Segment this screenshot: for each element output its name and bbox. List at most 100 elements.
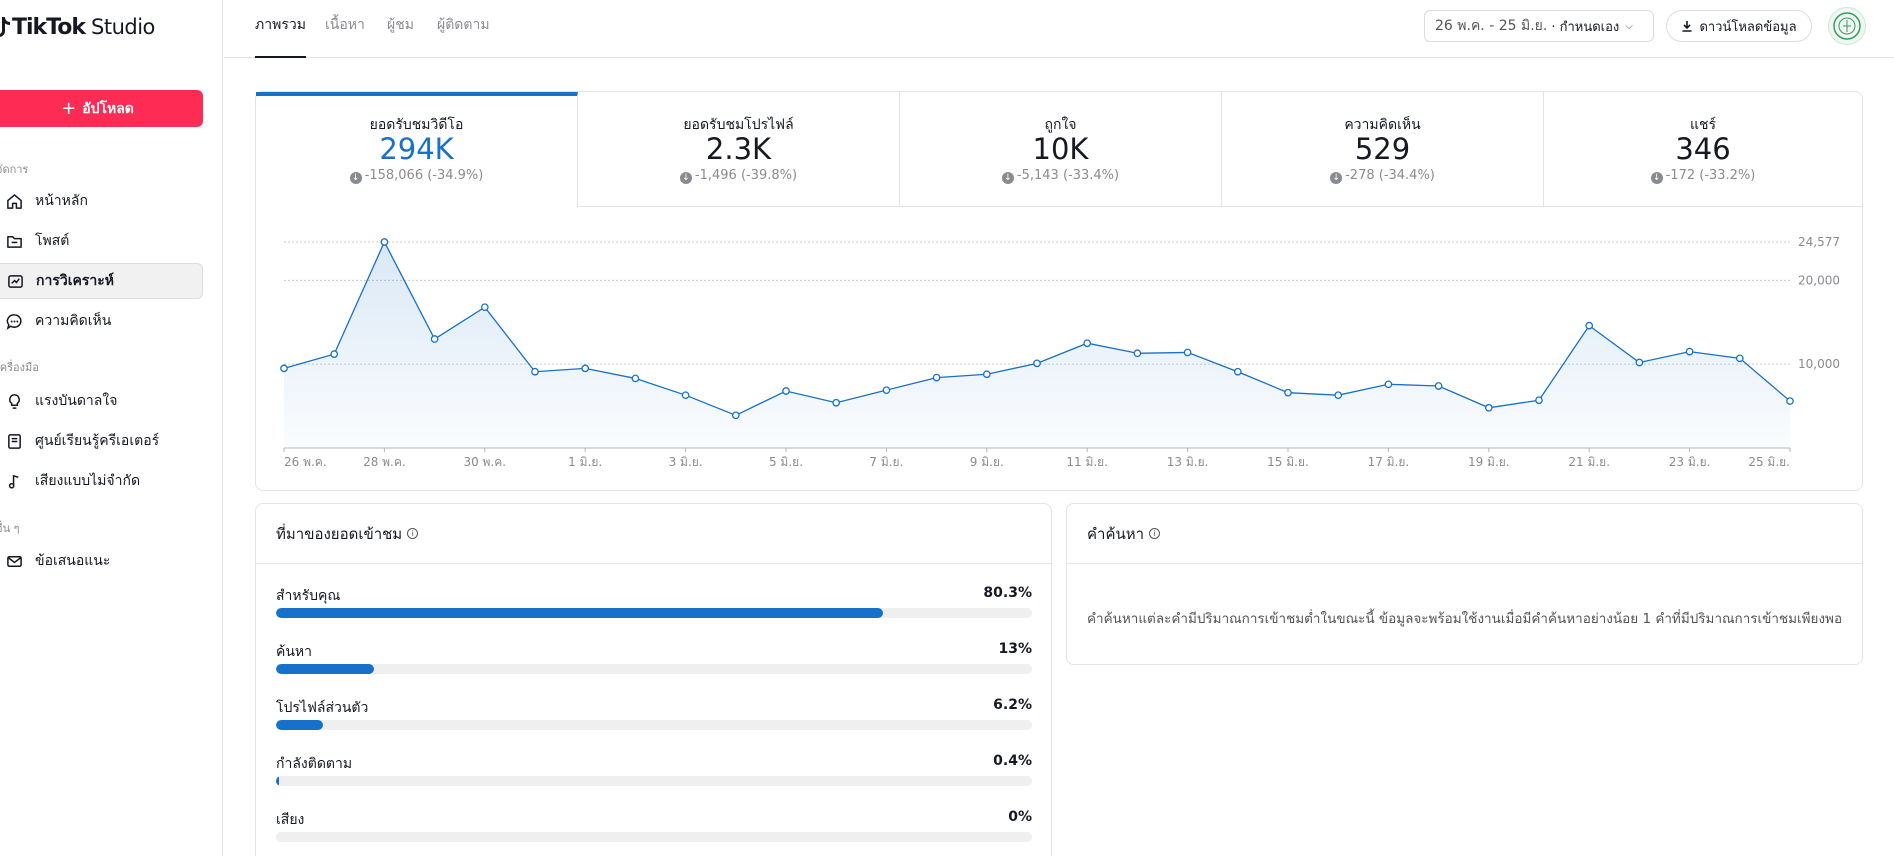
lightbulb-icon — [9, 393, 20, 409]
metric-value: 10K — [1032, 132, 1089, 166]
x-tick-label: 30 พ.ค. — [463, 455, 506, 469]
x-tick-label: 26 พ.ค. — [284, 455, 327, 469]
data-point — [1434, 382, 1443, 390]
data-point — [430, 335, 439, 343]
tiktok-studio-logo[interactable]: TikTok Studio — [0, 12, 155, 42]
data-point — [1284, 388, 1292, 397]
mail-icon — [7, 555, 22, 567]
info-icon[interactable]: i — [407, 528, 419, 539]
data-point — [1334, 391, 1343, 400]
y-tick-label: 24,577 — [1798, 235, 1840, 249]
data-point — [330, 350, 339, 358]
metric-shares[interactable]: แชร์ 346 ↓ -172 (-33.2%) — [1544, 92, 1862, 207]
profile-seal-icon — [1833, 12, 1861, 40]
y-tick-label: 20,000 — [1798, 273, 1840, 287]
home-icon — [7, 193, 22, 209]
data-point — [1133, 349, 1142, 358]
sidebar-item-label: โพสต์ — [35, 233, 70, 249]
data-point — [782, 387, 790, 395]
date-range-mode: · กำหนดเอง — [1551, 19, 1620, 35]
metric-video-views[interactable]: ยอดรับชมวิดีโอ 294K ↓ -158,066 (-34.9%) — [256, 92, 578, 207]
traffic-source-percent: 80.3% — [983, 585, 1032, 601]
folder-icon — [7, 235, 22, 248]
x-tick-label: 9 มิ.ย. — [970, 455, 1004, 469]
sidebar-item-creator-academy[interactable]: ศูนย์เรียนรู้ครีเอเตอร์ — [0, 423, 203, 459]
arrow-down-icon: ↓ — [1330, 172, 1343, 184]
metric-change-text: -158,066 (-34.9%) — [364, 168, 484, 183]
metric-change: ↓ -1,496 (-39.8%) — [578, 168, 899, 184]
comment-icon — [6, 313, 22, 330]
tab-content[interactable]: เนื้อหา — [325, 17, 365, 33]
traffic-source-label: กำลังติดตาม — [276, 756, 353, 772]
analytics-icon — [8, 274, 23, 288]
sidebar-item-label: แรงบันดาลใจ — [35, 393, 118, 409]
metric-value: 346 — [1675, 132, 1731, 166]
data-point — [832, 398, 841, 407]
upload-button[interactable]: + อัปโหลด — [0, 90, 203, 127]
metric-profile-views[interactable]: ยอดรับชมโปรไฟล์ 2.3K ↓ -1,496 (-39.8%) — [578, 92, 900, 207]
chevron-down-icon: ⌵ — [1625, 20, 1633, 32]
tiktok-logo-icon — [0, 17, 10, 37]
metric-change-text: -5,143 (-33.4%) — [1016, 168, 1120, 183]
info-icon[interactable]: i — [1149, 528, 1161, 539]
x-tick-label: 17 มิ.ย. — [1368, 455, 1410, 469]
traffic-source-bar — [276, 664, 1032, 674]
sidebar-item-label: ความคิดเห็น — [35, 313, 112, 329]
tab-followers[interactable]: ผู้ติดตาม — [437, 17, 490, 33]
video-views-chart: 10,000 20,000 24,577 26 พ.ค. 28 พ.ค. 30 พ.ค. 1… — [280, 235, 1840, 469]
sidebar-item-analytics[interactable]: การวิเคราะห์ — [0, 263, 203, 299]
avatar[interactable] — [1828, 7, 1866, 45]
date-range-picker[interactable]: 26 พ.ค. - 25 มิ.ย. · กำหนดเอง ⌵ — [1424, 10, 1654, 42]
overview-card: ยอดรับชมวิดีโอ 294K ↓ -158,066 (-34.9%) ย… — [255, 91, 1863, 491]
data-point — [1635, 358, 1644, 367]
sidebar-item-unlimited-sounds[interactable]: เสียงแบบไม่จำกัด — [0, 463, 203, 499]
sidebar-item-home[interactable]: หน้าหลัก — [0, 183, 203, 219]
metric-change: ↓ -278 (-34.4%) — [1222, 168, 1543, 184]
metric-change: ↓ -172 (-33.2%) — [1544, 168, 1862, 184]
sidebar-item-label: ข้อเสนอแนะ — [35, 553, 111, 569]
search-terms-card: คำค้นหา i คำค้นหาแต่ละคำมีปริมาณการเข้าช… — [1066, 503, 1863, 665]
x-tick-label: 15 มิ.ย. — [1267, 455, 1309, 469]
arrow-down-icon: ↓ — [1650, 172, 1663, 184]
data-point — [480, 303, 489, 312]
nav-section-manage: จัดการ — [0, 163, 29, 176]
data-point — [631, 374, 640, 383]
metric-likes[interactable]: ถูกใจ 10K ↓ -5,143 (-33.4%) — [900, 92, 1222, 207]
metric-title: ยอดรับชมโปรไฟล์ — [683, 117, 794, 133]
traffic-source-row: โปรไฟล์ส่วนตัว 6.2% — [276, 697, 1032, 737]
data-point — [1033, 359, 1041, 368]
sidebar: TikTok Studio + อัปโหลด จัดการ หน้าหลัก … — [0, 0, 223, 856]
traffic-source-row: เสียง 0% — [276, 809, 1032, 849]
nav-section-tools: เครื่องมือ — [0, 361, 39, 374]
traffic-sources-header: ที่มาของยอดเข้าชม i — [256, 504, 1051, 564]
data-point — [380, 238, 389, 246]
sidebar-item-posts[interactable]: โพสต์ — [0, 223, 203, 259]
data-point — [1384, 380, 1393, 389]
search-terms-header: คำค้นหา i — [1067, 504, 1862, 564]
traffic-source-percent: 0% — [1008, 809, 1032, 825]
tab-viewers[interactable]: ผู้ชม — [387, 17, 414, 33]
sidebar-item-inspiration[interactable]: แรงบันดาลใจ — [0, 383, 203, 419]
metric-value: 2.3K — [705, 132, 772, 166]
metric-comments[interactable]: ความคิดเห็น 529 ↓ -278 (-34.4%) — [1222, 92, 1544, 207]
x-tick-label: 19 มิ.ย. — [1468, 455, 1510, 469]
download-data-button[interactable]: ดาวน์โหลดข้อมูล — [1666, 10, 1812, 42]
sidebar-item-comments[interactable]: ความคิดเห็น — [0, 303, 203, 339]
traffic-source-bar-fill — [276, 608, 884, 618]
traffic-source-bar-fill — [276, 664, 375, 674]
data-point — [882, 386, 891, 395]
data-point — [1735, 354, 1744, 363]
sidebar-item-label: ศูนย์เรียนรู้ครีเอเตอร์ — [35, 433, 160, 449]
traffic-source-bar-fill — [276, 720, 323, 730]
x-tick-label: 1 มิ.ย. — [568, 455, 602, 469]
sidebar-item-label: การวิเคราะห์ — [36, 273, 114, 289]
traffic-sources-title: ที่มาของยอดเข้าชม — [276, 524, 403, 543]
data-point — [1535, 396, 1543, 405]
traffic-source-row: กำลังติดตาม 0.4% — [276, 753, 1032, 793]
traffic-source-bar-fill — [276, 776, 280, 786]
sidebar-item-feedback[interactable]: ข้อเสนอแนะ — [0, 543, 203, 579]
tab-overview[interactable]: ภาพรวม — [255, 14, 306, 58]
traffic-source-percent: 0.4% — [993, 753, 1032, 769]
music-note-icon — [8, 474, 19, 489]
sidebar-item-label: เสียงแบบไม่จำกัด — [35, 473, 141, 489]
